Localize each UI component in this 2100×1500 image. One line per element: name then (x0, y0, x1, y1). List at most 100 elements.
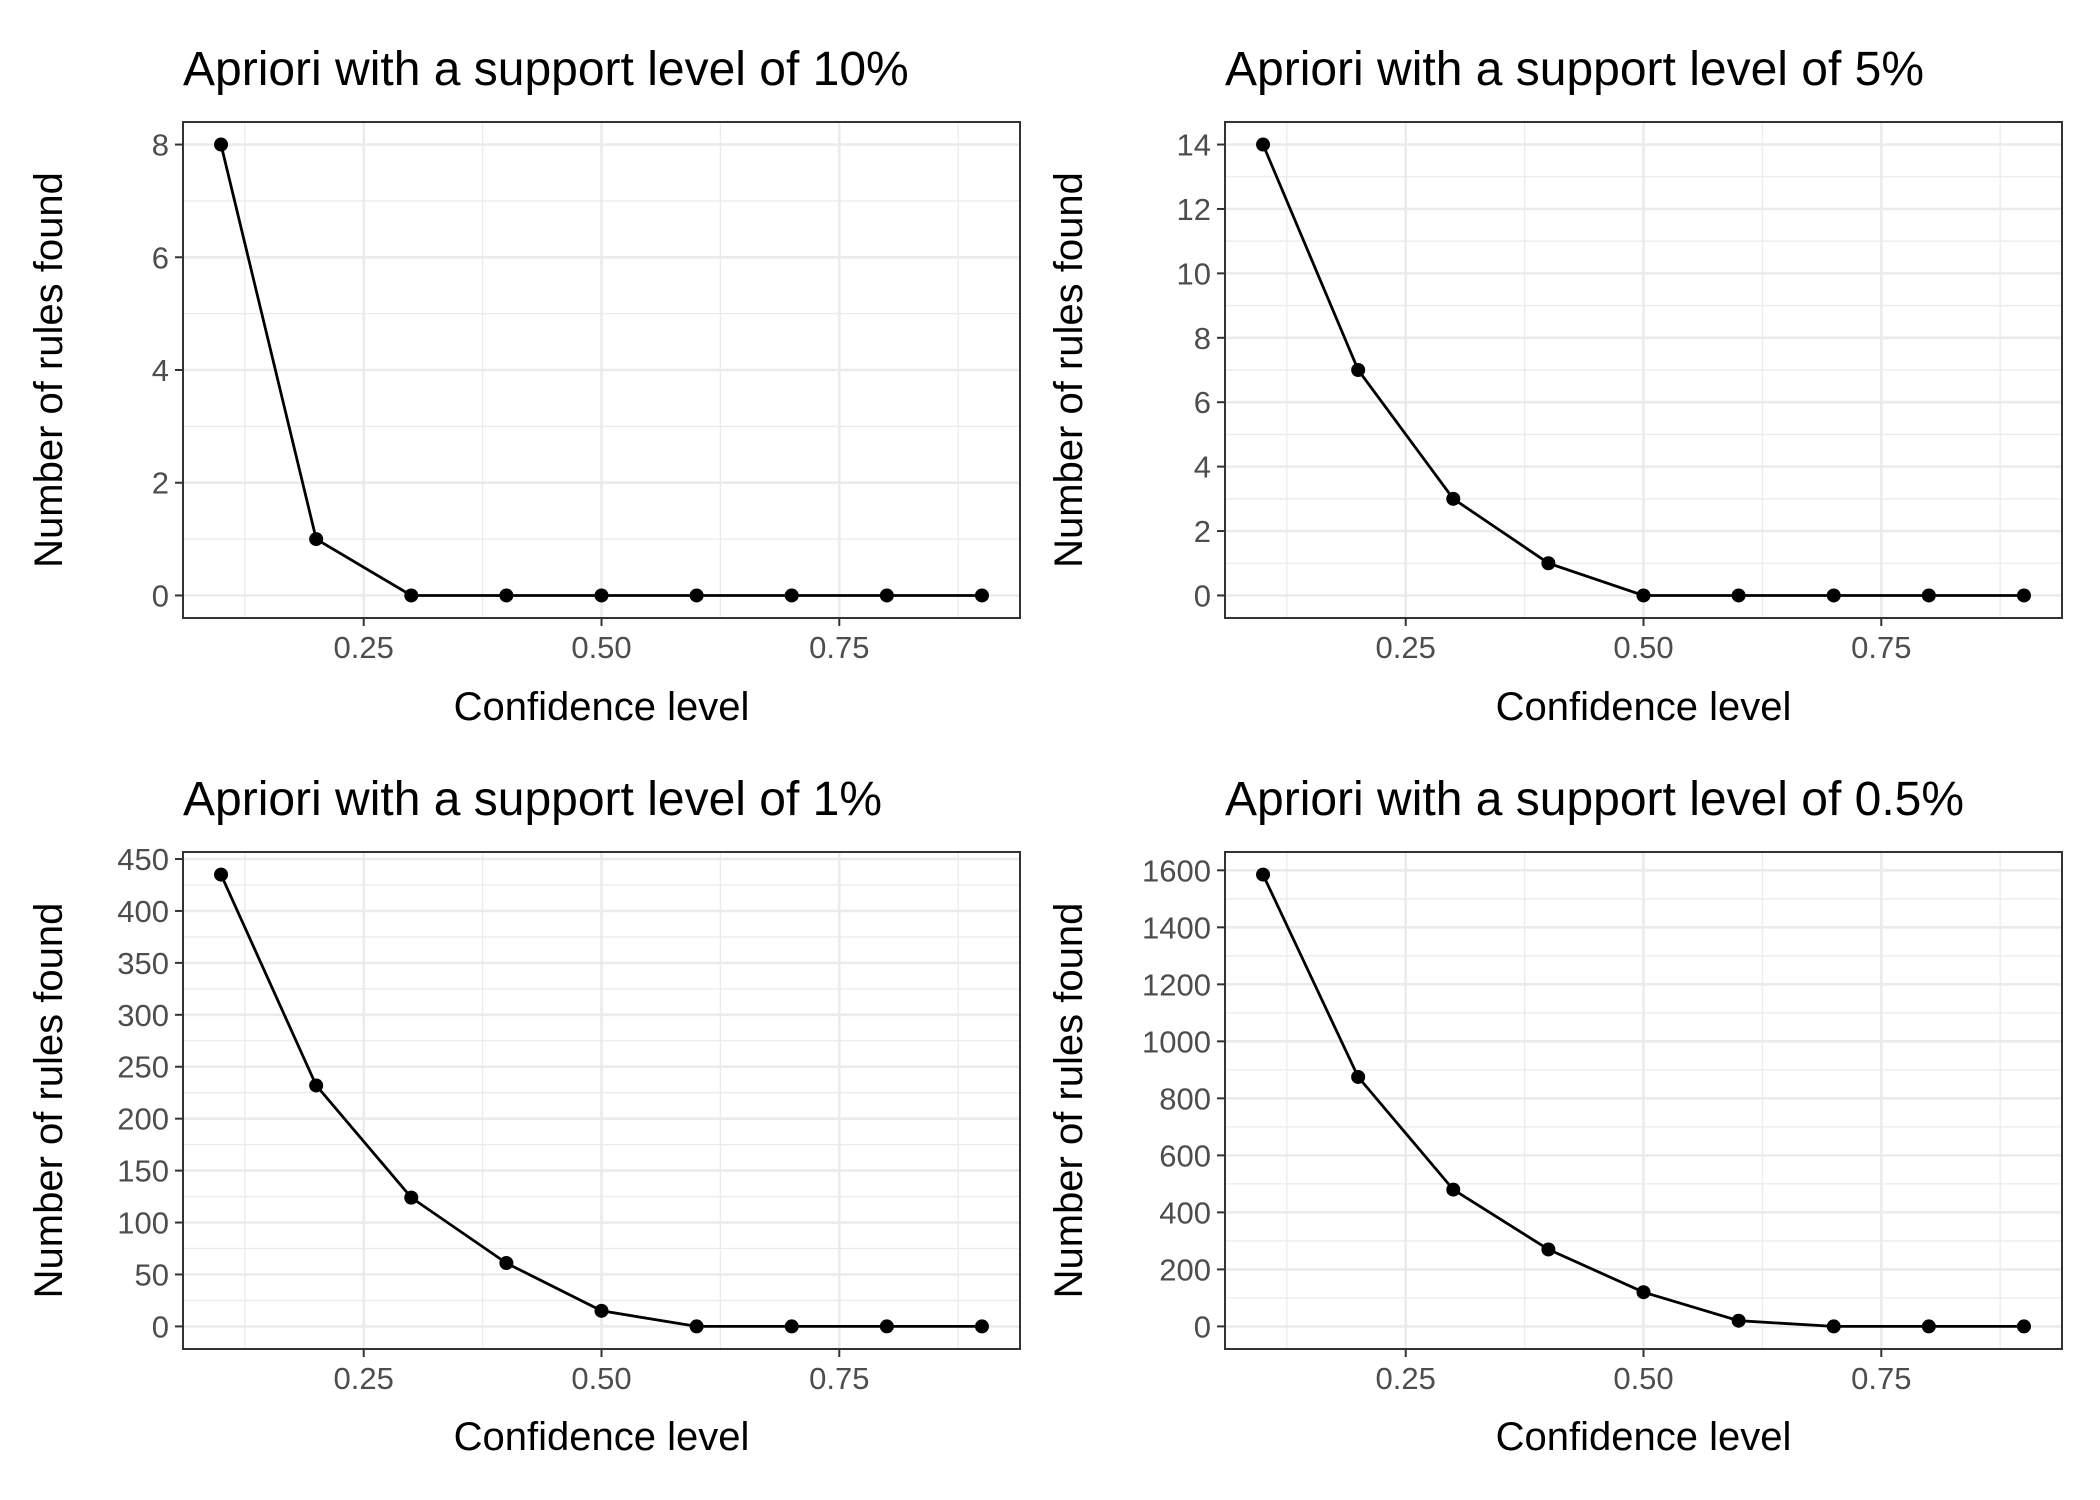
y-tick-label: 250 (117, 1050, 169, 1085)
data-point (309, 532, 324, 547)
data-point (1826, 588, 1841, 603)
data-point (2016, 588, 2031, 603)
y-tick-label: 0 (1194, 578, 1211, 613)
data-point (784, 588, 799, 603)
y-tick-label: 4 (152, 353, 169, 388)
panel-border (1224, 121, 2063, 619)
y-tick-label: 12 (1177, 192, 1211, 227)
chart-panel-2: 0.25 0.50 0.75 0 2 4 6 8 10 12 14 Apriori with a su… (1047, 43, 2063, 729)
data-point (1256, 137, 1271, 152)
data-point (1731, 1313, 1746, 1328)
x-tick-label: 0.25 (1376, 630, 1436, 665)
data-point (309, 1078, 324, 1093)
y-tick-label: 1600 (1142, 853, 1211, 888)
chart-title: Apriori with a support level of 0.5% (1225, 773, 1964, 826)
data-point (1256, 867, 1271, 882)
data-point (689, 1319, 704, 1334)
data-point (1541, 1242, 1556, 1257)
y-tick-label: 0 (152, 578, 169, 613)
y-tick-label: 8 (152, 128, 169, 163)
data-point (879, 1319, 894, 1334)
y-tick-label: 150 (117, 1154, 169, 1189)
data-point (594, 588, 609, 603)
y-tick-label: 350 (117, 946, 169, 981)
data-point (499, 1256, 514, 1271)
data-point (214, 137, 229, 152)
chart-title: Apriori with a support level of 5% (1225, 43, 1924, 96)
chart-panel-4: 0.25 0.50 0.75 0 200 400 600 800 1000 1200 1400 160… (1047, 773, 2063, 1459)
y-tick-label: 450 (117, 842, 169, 877)
data-point (1446, 1182, 1461, 1197)
y-axis-title: Number of rules found (1047, 172, 1091, 568)
y-tick-label: 2 (152, 466, 169, 501)
y-tick-label: 600 (1159, 1138, 1211, 1173)
data-point (404, 588, 419, 603)
data-point (1446, 491, 1461, 506)
x-axis-title: Confidence level (1496, 1415, 1792, 1459)
y-axis-title: Number of rules found (27, 903, 71, 1299)
x-tick-label: 0.25 (1376, 1361, 1436, 1396)
x-tick-label: 0.75 (809, 1361, 869, 1396)
data-point (1636, 1285, 1651, 1300)
data-point (499, 588, 514, 603)
x-tick-label: 0.25 (334, 630, 394, 665)
y-tick-label: 0 (1194, 1309, 1211, 1344)
chart-panel-1: 0.25 0.50 0.75 0 2 4 6 8 Apriori with a support … (27, 43, 1021, 729)
y-tick-label: 200 (1159, 1252, 1211, 1287)
panel-border (182, 851, 1021, 1350)
y-tick-label: 1400 (1142, 910, 1211, 945)
data-point (974, 588, 989, 603)
y-tick-label: 4 (1194, 450, 1211, 485)
x-tick-label: 0.75 (809, 630, 869, 665)
y-tick-label: 1000 (1142, 1024, 1211, 1059)
data-point (1731, 588, 1746, 603)
chart-panel-3: 0.25 0.50 0.75 0 50 100 150 200 250 300 350 400 450 A… (27, 773, 1021, 1459)
data-point (1351, 1069, 1366, 1084)
data-point (1351, 363, 1366, 377)
data-point (1826, 1319, 1841, 1334)
panel-border (1224, 851, 2063, 1350)
y-tick-label: 400 (1159, 1195, 1211, 1230)
y-tick-label: 200 (117, 1102, 169, 1137)
x-tick-label: 0.75 (1851, 630, 1911, 665)
y-tick-label: 6 (1194, 385, 1211, 420)
y-tick-label: 0 (152, 1309, 169, 1344)
y-tick-label: 300 (117, 998, 169, 1033)
y-axis-title: Number of rules found (27, 172, 71, 568)
panel-border (182, 121, 1021, 619)
data-point (689, 588, 704, 603)
chart-title: Apriori with a support level of 1% (183, 773, 882, 826)
x-tick-label: 0.25 (334, 1361, 394, 1396)
y-tick-label: 1200 (1142, 967, 1211, 1002)
y-tick-label: 2 (1194, 514, 1211, 549)
y-tick-label: 8 (1194, 321, 1211, 356)
data-point (1636, 588, 1651, 603)
x-axis-title: Confidence level (1496, 685, 1792, 729)
data-point (879, 588, 894, 603)
data-point (974, 1319, 989, 1334)
y-tick-label: 800 (1159, 1081, 1211, 1116)
x-tick-label: 0.50 (571, 1361, 631, 1396)
y-tick-label: 14 (1177, 128, 1211, 163)
chart-title: Apriori with a support level of 10% (183, 43, 909, 96)
x-tick-label: 0.50 (1613, 1361, 1673, 1396)
x-axis-title: Confidence level (454, 1415, 750, 1459)
y-tick-label: 100 (117, 1206, 169, 1241)
y-tick-label: 10 (1177, 256, 1211, 291)
data-point (594, 1303, 609, 1318)
data-point (214, 867, 229, 882)
data-point (1921, 1319, 1936, 1334)
data-point (784, 1319, 799, 1334)
x-tick-label: 0.50 (1613, 630, 1673, 665)
x-tick-label: 0.50 (571, 630, 631, 665)
x-axis-title: Confidence level (454, 685, 750, 729)
y-tick-label: 6 (152, 240, 169, 275)
data-point (2016, 1319, 2031, 1334)
data-point (404, 1190, 419, 1205)
y-axis-title: Number of rules found (1047, 903, 1091, 1299)
y-tick-label: 400 (117, 894, 169, 929)
y-tick-label: 50 (135, 1257, 169, 1292)
data-point (1921, 588, 1936, 603)
data-point (1541, 556, 1556, 571)
